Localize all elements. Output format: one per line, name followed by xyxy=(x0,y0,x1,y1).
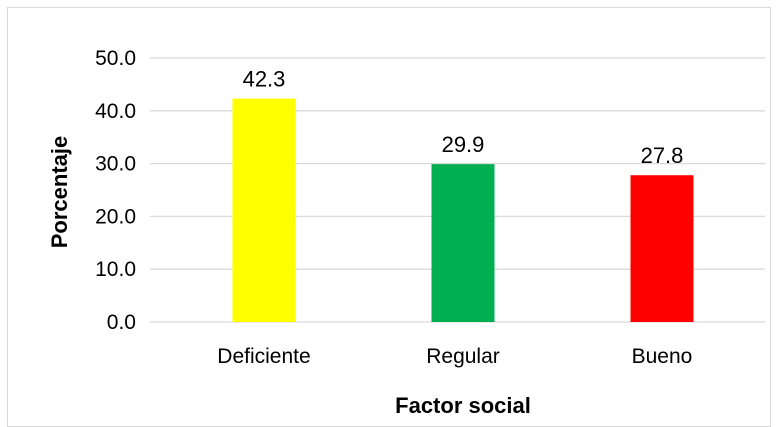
x-axis-title: Factor social xyxy=(395,393,531,418)
data-labels: 42.3 29.9 27.8 xyxy=(243,67,684,169)
x-category-label: Regular xyxy=(426,345,500,368)
y-tick-label: 0.0 xyxy=(107,311,136,334)
y-tick-label: 50.0 xyxy=(95,47,136,70)
y-tick-label: 40.0 xyxy=(95,100,136,123)
x-category-label: Deficiente xyxy=(217,345,310,368)
bar-regular xyxy=(431,164,495,322)
bars xyxy=(232,98,694,322)
y-tick-label: 10.0 xyxy=(95,258,136,281)
data-label: 42.3 xyxy=(243,67,286,92)
bar-deficiente xyxy=(232,98,296,322)
y-tick-label: 30.0 xyxy=(95,153,136,176)
y-tick-label: 20.0 xyxy=(95,205,136,228)
bar-bueno xyxy=(630,175,694,322)
y-axis-ticks: 0.0 10.0 20.0 30.0 40.0 50.0 xyxy=(95,47,136,334)
y-axis-title: Porcentaje xyxy=(47,136,72,249)
x-axis-categories: Deficiente Regular Bueno xyxy=(217,345,692,368)
data-label: 27.8 xyxy=(641,143,684,168)
data-label: 29.9 xyxy=(442,132,485,157)
x-category-label: Bueno xyxy=(632,345,693,368)
